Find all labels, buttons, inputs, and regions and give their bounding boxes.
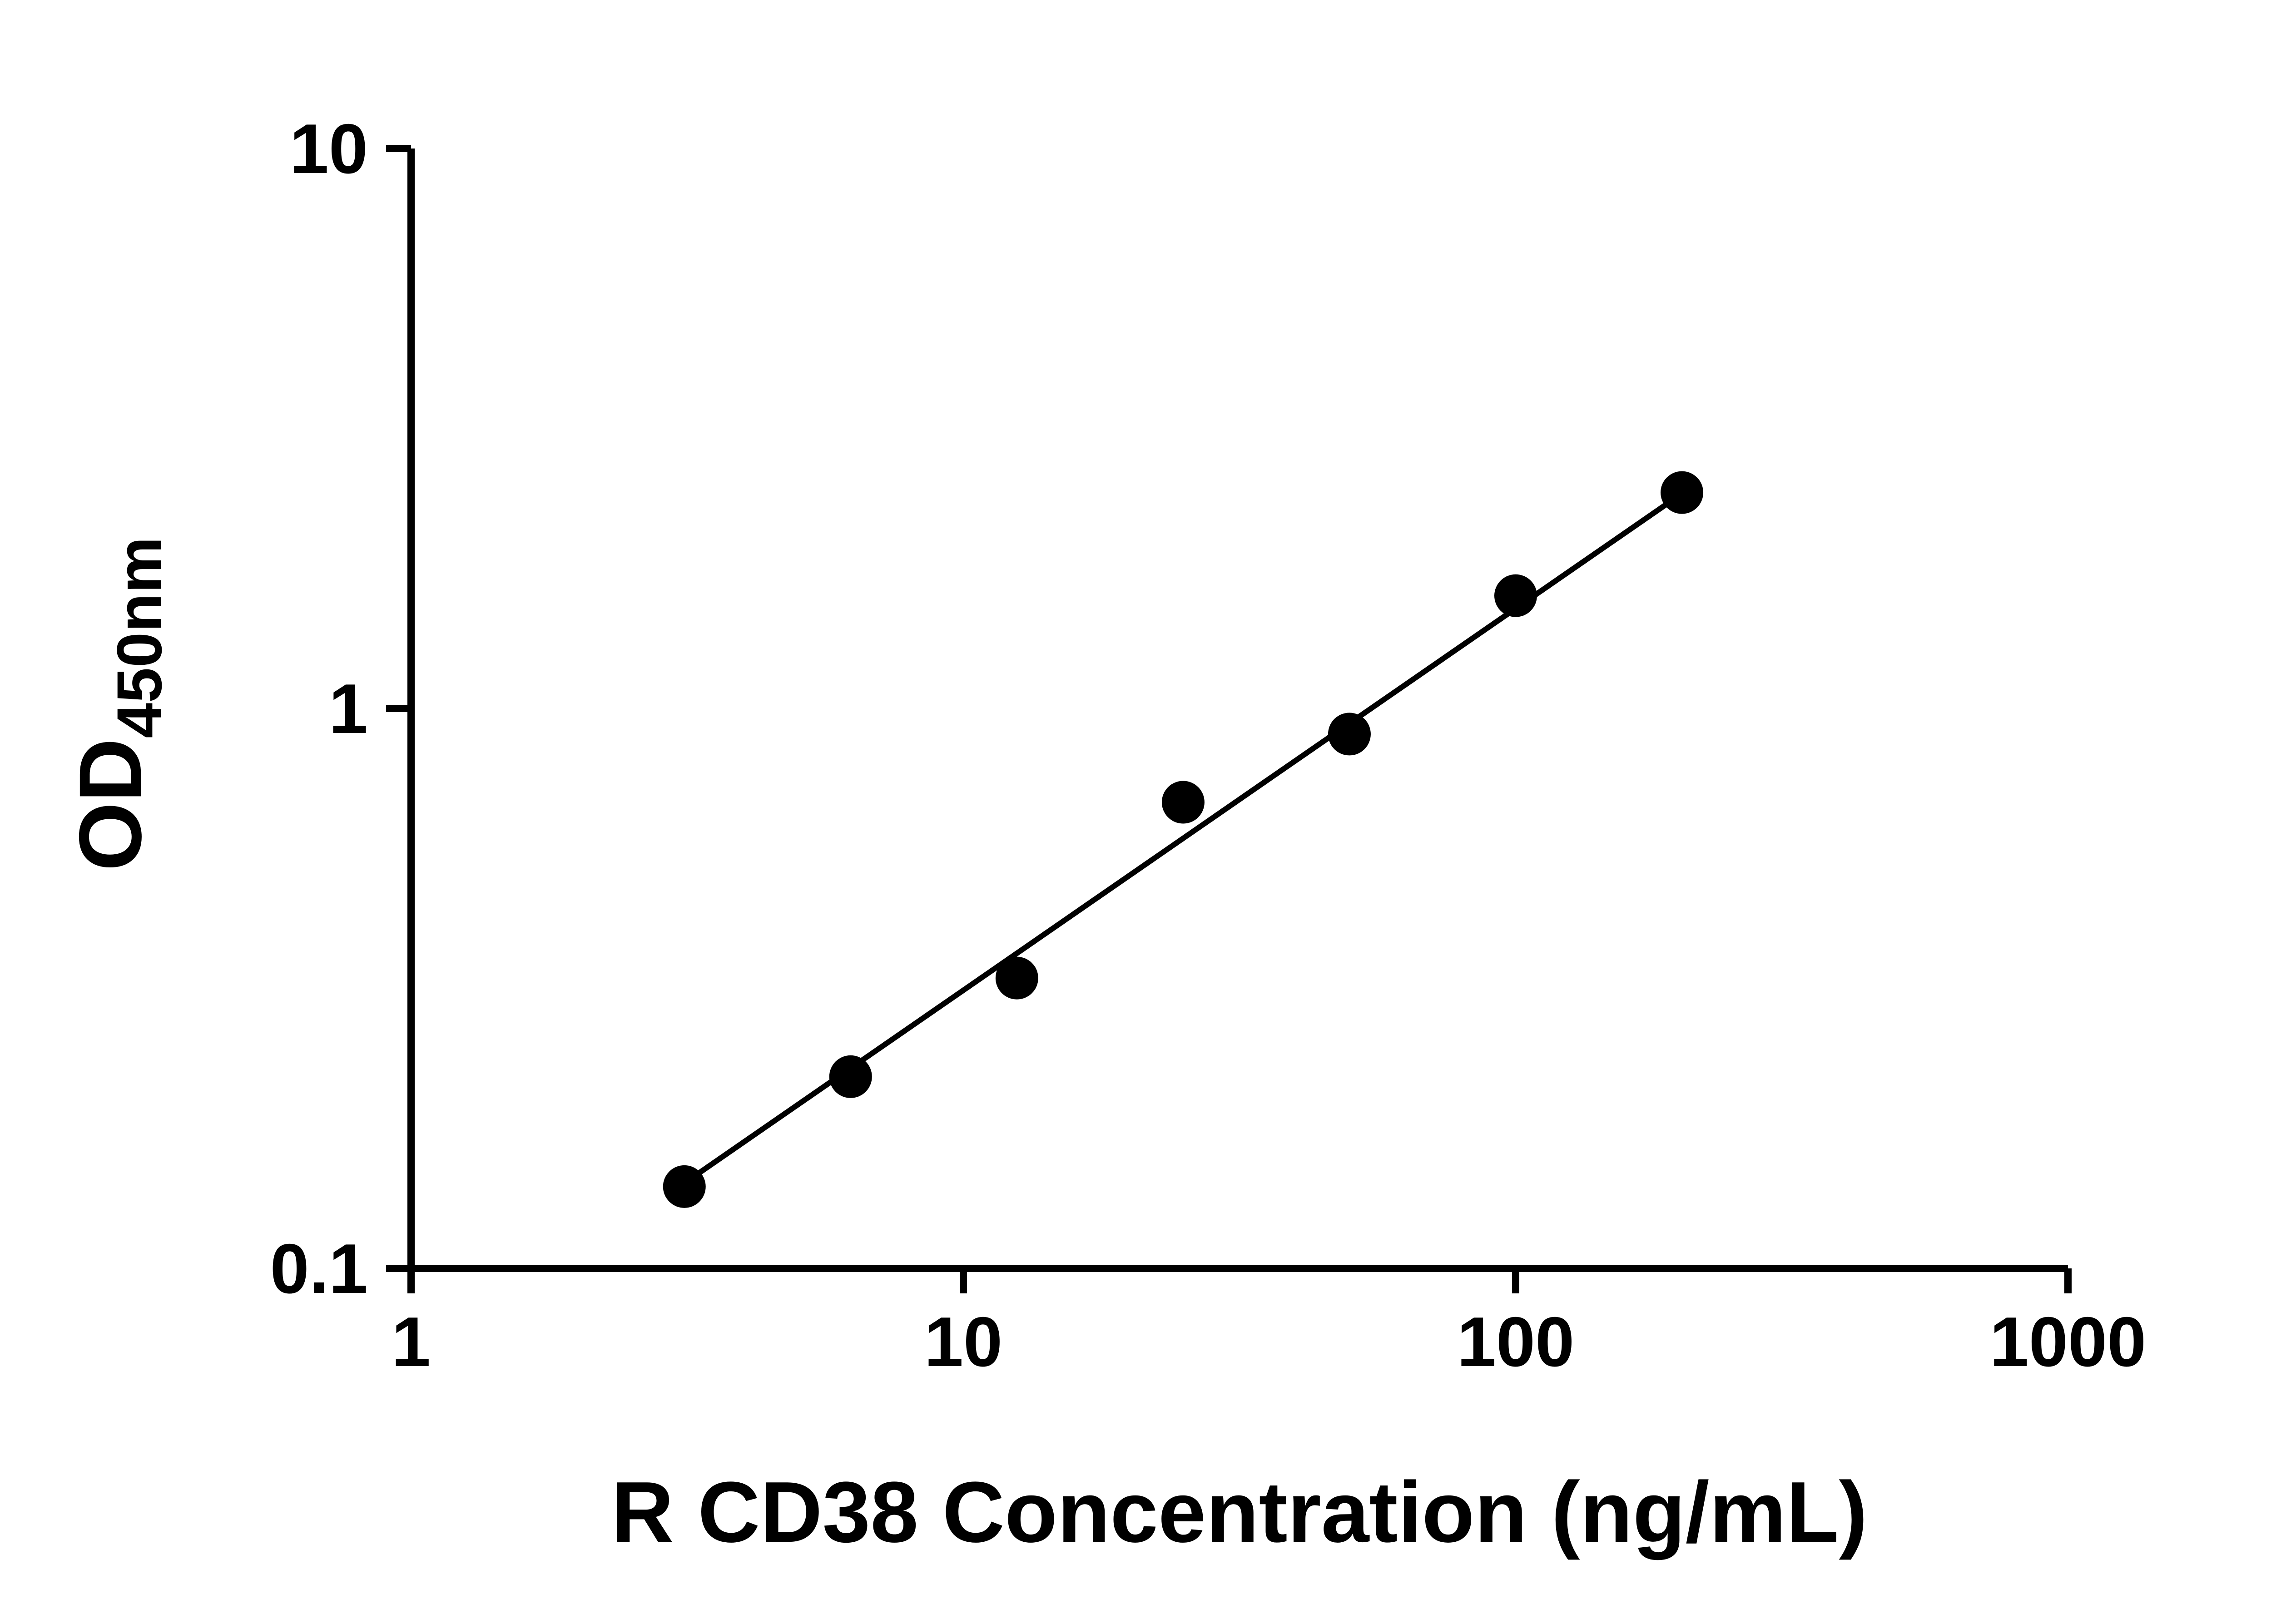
data-point — [1494, 574, 1537, 617]
y-axis-tick-label: 0.1 — [270, 1229, 368, 1308]
data-point — [1161, 781, 1205, 824]
x-axis-title: R CD38 Concentration (ng/mL) — [611, 1464, 1868, 1560]
y-axis-title-base: OD — [61, 738, 160, 871]
x-axis-tick-label: 100 — [1457, 1302, 1575, 1381]
x-axis-tick-label: 1 — [392, 1302, 431, 1381]
y-axis-tick-label: 10 — [290, 109, 368, 188]
data-point — [663, 1165, 706, 1208]
y-axis-title: OD450nm — [61, 537, 175, 871]
plot-area: 1 10 100 1000 0.1 1 10 — [270, 109, 2147, 1381]
y-axis-title-subscript: 450nm — [104, 537, 175, 738]
data-point — [1661, 471, 1704, 514]
axis-spines — [407, 149, 2068, 1272]
x-axis-tick-label: 1000 — [1990, 1302, 2147, 1381]
y-axis-tick-label: 1 — [329, 669, 368, 748]
data-point — [829, 1055, 872, 1098]
data-point — [1328, 713, 1371, 756]
data-point — [995, 956, 1038, 1000]
x-axis-tick-label: 10 — [924, 1302, 1002, 1381]
